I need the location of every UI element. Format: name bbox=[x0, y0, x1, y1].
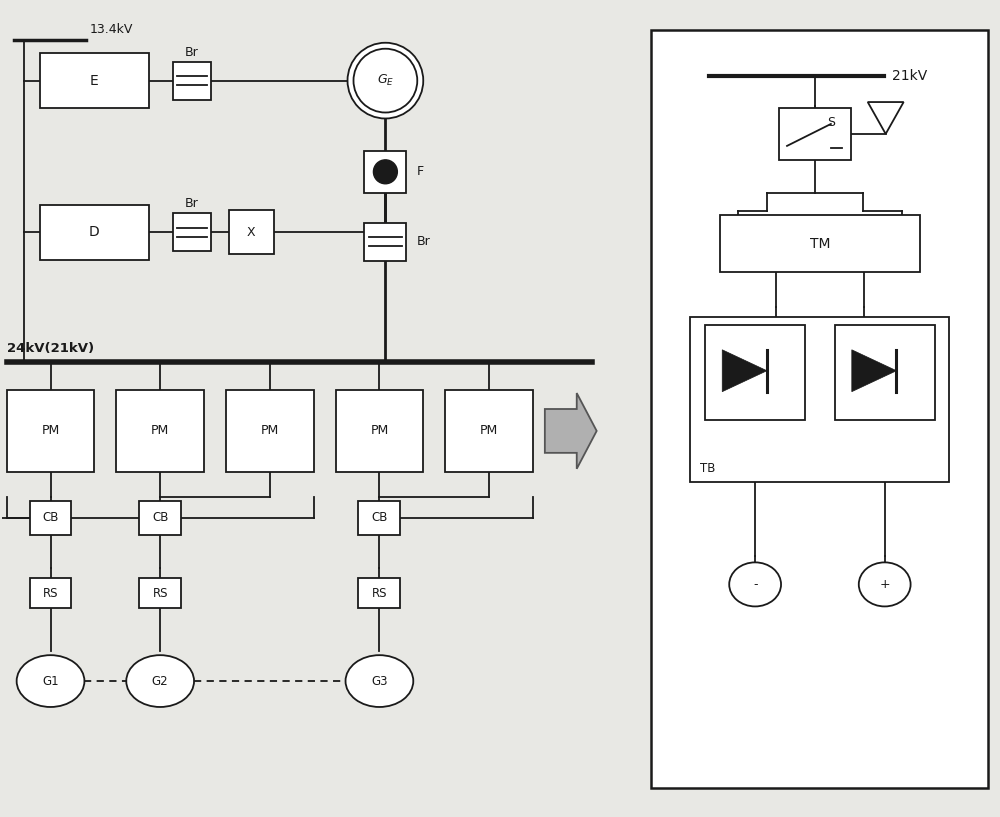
Text: Br: Br bbox=[185, 197, 199, 210]
Ellipse shape bbox=[346, 655, 413, 707]
Text: PM: PM bbox=[261, 424, 279, 437]
FancyBboxPatch shape bbox=[651, 30, 988, 788]
Ellipse shape bbox=[126, 655, 194, 707]
FancyBboxPatch shape bbox=[445, 390, 533, 471]
Text: Br: Br bbox=[416, 235, 430, 248]
Ellipse shape bbox=[729, 562, 781, 606]
Text: 13.4kV: 13.4kV bbox=[89, 23, 133, 36]
Text: G2: G2 bbox=[152, 675, 168, 688]
FancyBboxPatch shape bbox=[358, 578, 400, 609]
Text: PM: PM bbox=[480, 424, 498, 437]
Text: Br: Br bbox=[185, 46, 199, 59]
FancyBboxPatch shape bbox=[30, 501, 71, 534]
Text: -: - bbox=[753, 578, 757, 591]
FancyBboxPatch shape bbox=[139, 501, 181, 534]
Text: 24kV(21kV): 24kV(21kV) bbox=[7, 342, 94, 355]
Text: PM: PM bbox=[370, 424, 389, 437]
FancyBboxPatch shape bbox=[364, 223, 406, 261]
FancyBboxPatch shape bbox=[835, 325, 935, 420]
FancyBboxPatch shape bbox=[336, 390, 423, 471]
FancyBboxPatch shape bbox=[173, 213, 211, 251]
Circle shape bbox=[373, 160, 397, 184]
Ellipse shape bbox=[17, 655, 84, 707]
Text: D: D bbox=[89, 225, 100, 239]
Text: $G_E$: $G_E$ bbox=[377, 73, 394, 88]
Polygon shape bbox=[545, 393, 597, 469]
FancyBboxPatch shape bbox=[358, 501, 400, 534]
Polygon shape bbox=[722, 350, 767, 391]
Circle shape bbox=[348, 42, 423, 118]
FancyBboxPatch shape bbox=[139, 578, 181, 609]
Text: TB: TB bbox=[700, 462, 716, 475]
FancyBboxPatch shape bbox=[173, 61, 211, 100]
Text: E: E bbox=[90, 74, 99, 87]
Polygon shape bbox=[852, 350, 896, 391]
FancyBboxPatch shape bbox=[229, 210, 274, 254]
Text: CB: CB bbox=[152, 511, 168, 525]
Text: G3: G3 bbox=[371, 675, 388, 688]
Ellipse shape bbox=[859, 562, 911, 606]
FancyBboxPatch shape bbox=[40, 53, 149, 108]
FancyBboxPatch shape bbox=[690, 317, 949, 482]
Text: 21kV: 21kV bbox=[892, 69, 927, 83]
Text: CB: CB bbox=[42, 511, 59, 525]
Text: TM: TM bbox=[810, 237, 830, 251]
FancyBboxPatch shape bbox=[40, 205, 149, 260]
FancyBboxPatch shape bbox=[705, 325, 805, 420]
Text: PM: PM bbox=[151, 424, 169, 437]
FancyBboxPatch shape bbox=[116, 390, 204, 471]
Text: RS: RS bbox=[43, 587, 58, 600]
Text: F: F bbox=[416, 165, 423, 178]
Text: S: S bbox=[827, 116, 835, 129]
FancyBboxPatch shape bbox=[226, 390, 314, 471]
FancyBboxPatch shape bbox=[364, 151, 406, 193]
FancyBboxPatch shape bbox=[30, 578, 71, 609]
Text: G1: G1 bbox=[42, 675, 59, 688]
Text: RS: RS bbox=[152, 587, 168, 600]
Text: PM: PM bbox=[41, 424, 60, 437]
Text: CB: CB bbox=[371, 511, 388, 525]
Text: +: + bbox=[879, 578, 890, 591]
FancyBboxPatch shape bbox=[7, 390, 94, 471]
FancyBboxPatch shape bbox=[779, 108, 851, 160]
Polygon shape bbox=[868, 102, 904, 134]
FancyBboxPatch shape bbox=[720, 215, 920, 272]
Circle shape bbox=[353, 49, 417, 113]
Text: X: X bbox=[247, 225, 256, 239]
Text: RS: RS bbox=[372, 587, 387, 600]
